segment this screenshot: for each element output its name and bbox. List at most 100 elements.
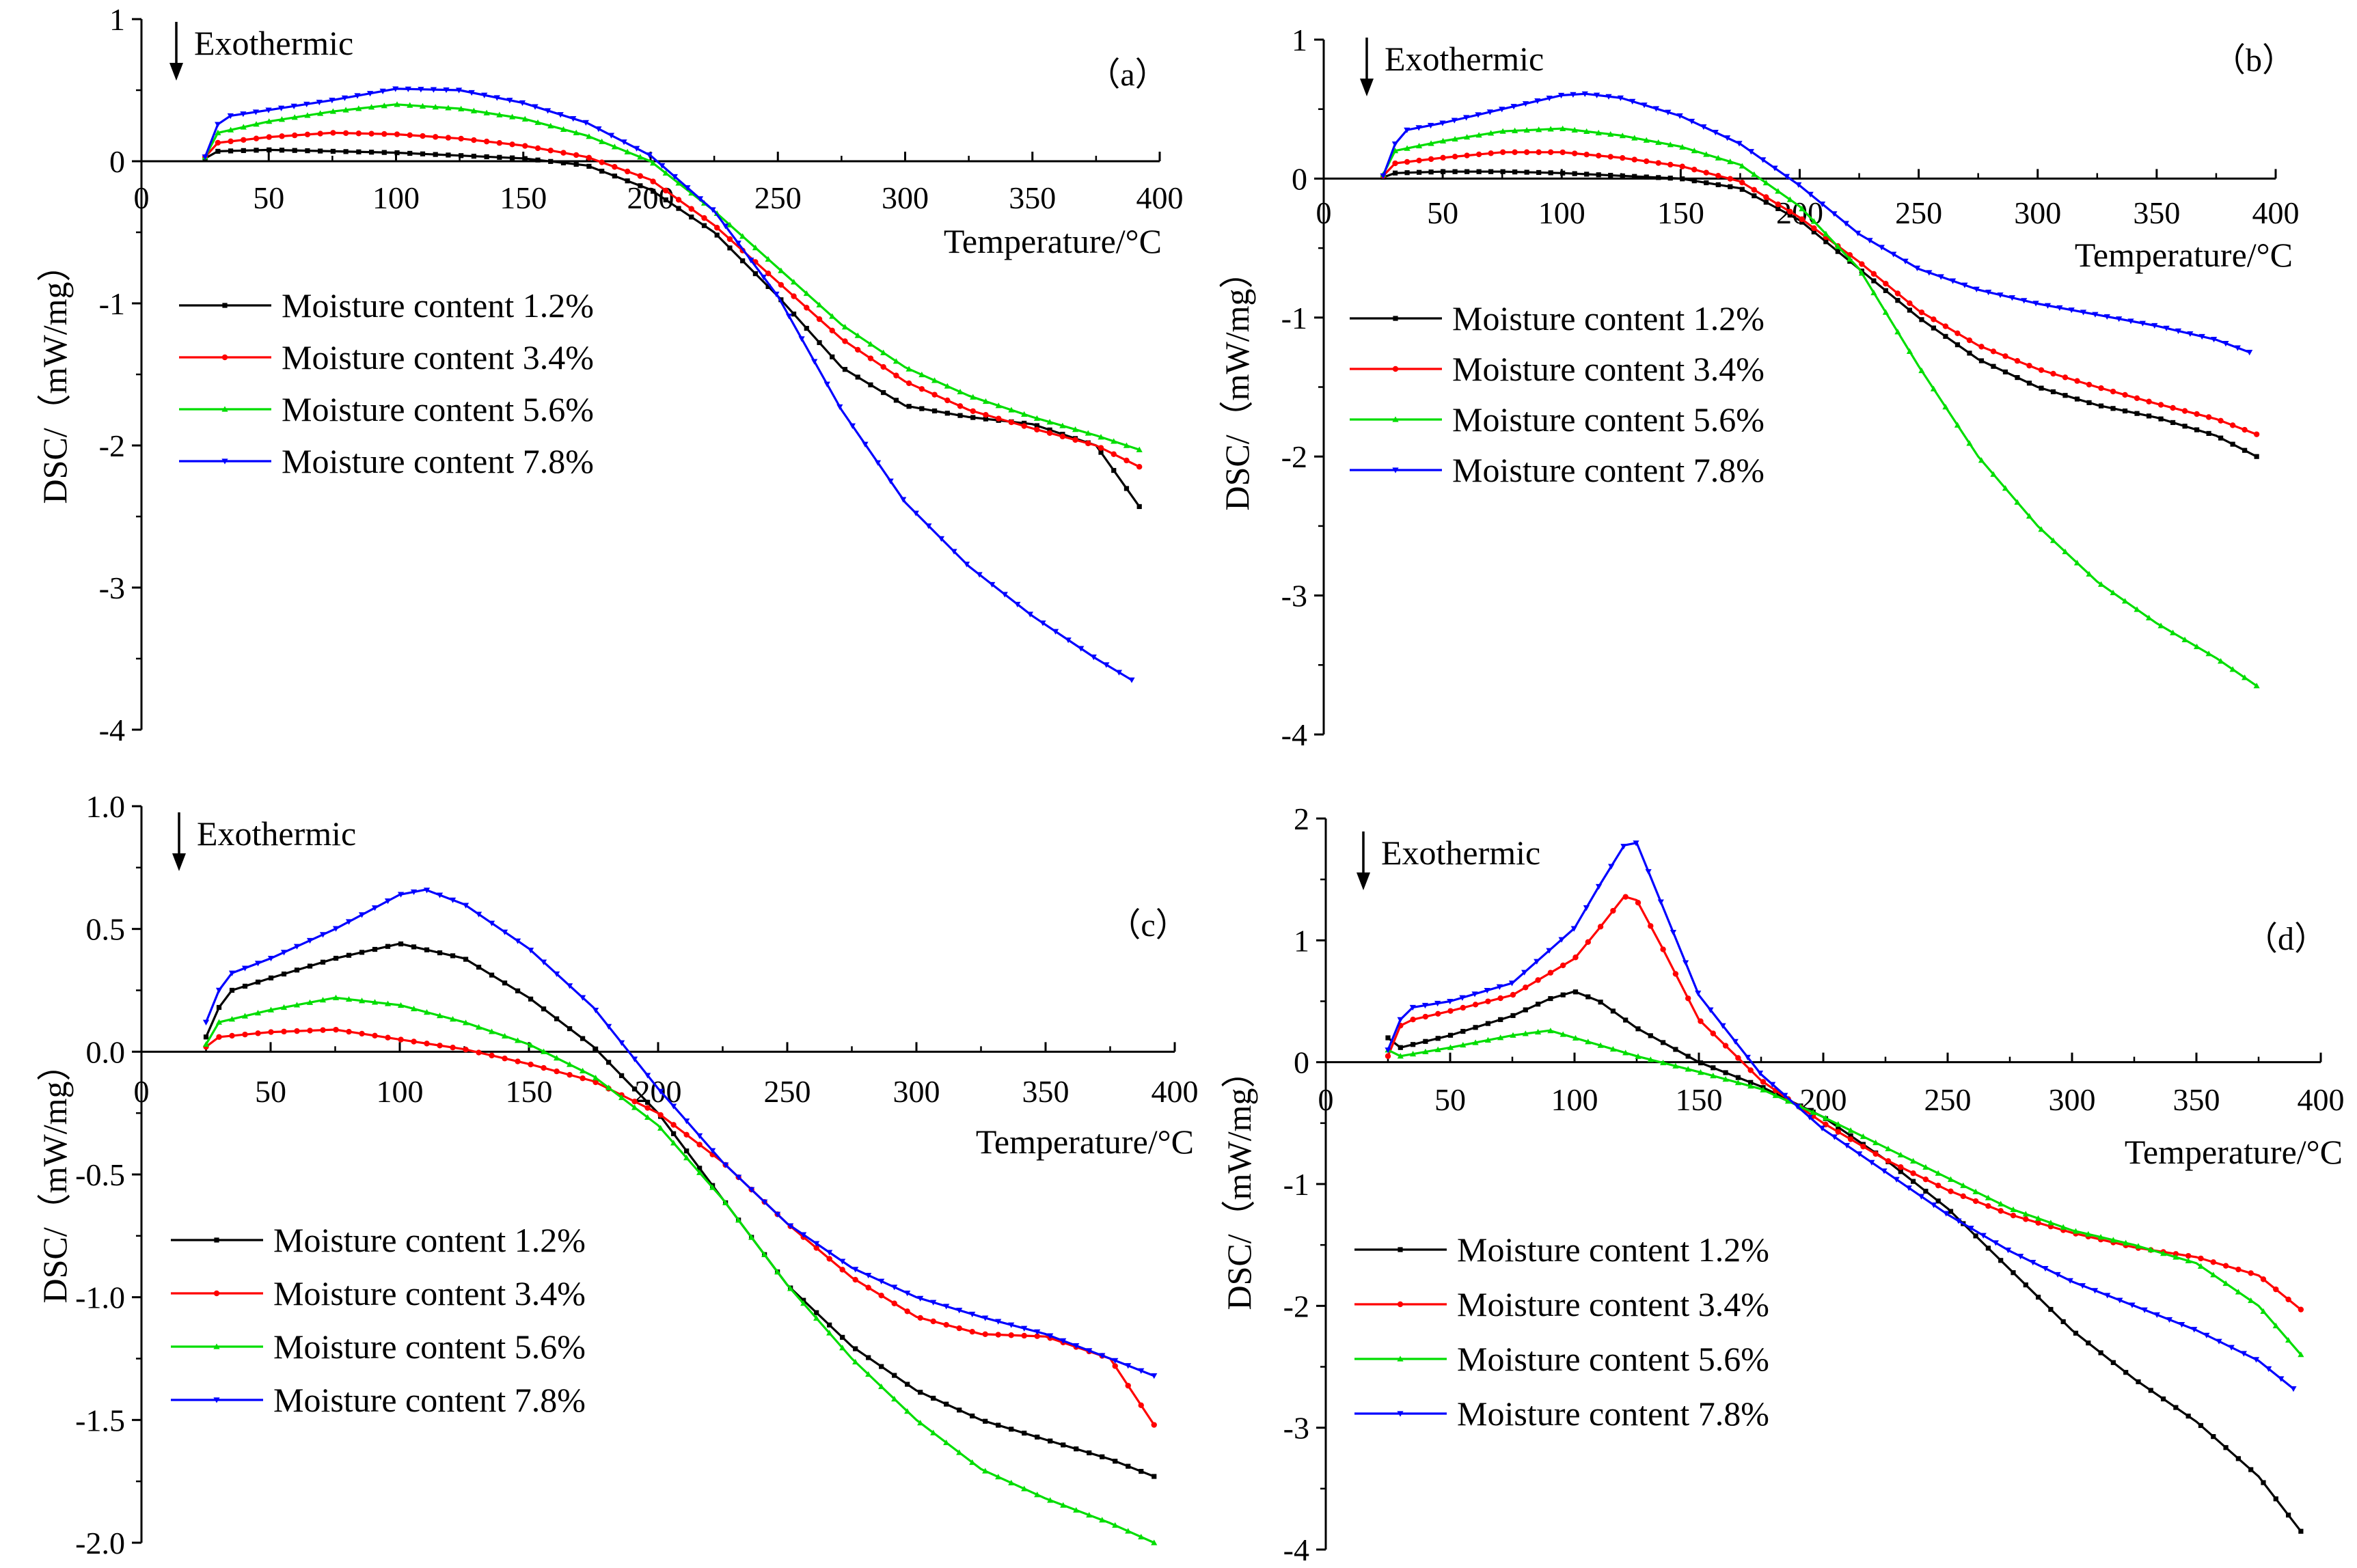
data-point: [1823, 239, 1829, 245]
data-point: [586, 163, 592, 169]
data-point: [726, 236, 733, 243]
legend-entry: Moisture content 1.2%: [1457, 1230, 1769, 1269]
data-point: [1655, 139, 1662, 146]
data-point: [1488, 169, 1494, 174]
data-point: [228, 138, 234, 145]
data-point: [1985, 1202, 1991, 1209]
data-point: [483, 109, 490, 115]
data-point: [502, 980, 508, 986]
data-point: [1648, 923, 1654, 929]
data-point: [2039, 385, 2044, 391]
data-point: [1998, 1258, 2004, 1263]
data-point: [970, 394, 977, 400]
data-point: [2014, 499, 2021, 505]
data-point: [1978, 344, 1985, 350]
legend-marker: [1392, 366, 1399, 372]
data-point: [1871, 278, 1877, 284]
data-point: [471, 137, 477, 143]
data-point: [1111, 438, 1117, 444]
data-point: [1943, 333, 1948, 339]
data-point: [1954, 330, 1961, 337]
data-point: [696, 196, 704, 202]
data-point: [2021, 298, 2028, 304]
data-point: [215, 122, 221, 128]
data-point: [760, 275, 767, 281]
data-point: [2098, 385, 2104, 391]
data-point: [450, 953, 456, 959]
data-point: [1843, 1142, 1851, 1149]
data-point: [381, 150, 387, 155]
data-point: [735, 1174, 742, 1181]
data-point: [423, 888, 431, 894]
data-point: [1398, 1045, 1403, 1050]
data-point: [1521, 969, 1528, 976]
data-point: [1021, 1325, 1028, 1332]
data-point: [456, 87, 463, 94]
series-3: [1380, 125, 2260, 689]
data-point: [650, 189, 656, 194]
data-point: [854, 332, 861, 338]
data-point: [995, 402, 1002, 409]
data-point: [689, 215, 694, 220]
data-point: [867, 355, 874, 361]
data-point: [240, 111, 247, 118]
data-point: [912, 510, 919, 517]
data-point: [1033, 415, 1040, 421]
data-point: [1727, 176, 1733, 182]
data-point: [1099, 1517, 1106, 1523]
data-point: [2141, 1307, 2148, 1313]
data-point: [2044, 303, 2052, 309]
data-point: [2210, 1271, 2217, 1278]
data-point: [1126, 1463, 1131, 1469]
data-point: [560, 150, 567, 156]
data-point: [266, 118, 273, 124]
data-point: [2129, 1302, 2136, 1308]
x-tick-label: 400: [1136, 180, 1184, 215]
data-point: [1598, 1000, 1603, 1005]
x-tick-label: 50: [1427, 195, 1458, 230]
data-point: [1898, 1169, 1903, 1174]
data-point: [1571, 150, 1578, 156]
data-point: [241, 1013, 249, 1019]
data-point: [1464, 169, 1470, 174]
data-point: [2222, 341, 2229, 347]
data-point: [1860, 1143, 1866, 1150]
data-point: [2103, 314, 2110, 320]
data-point: [317, 110, 324, 116]
data-point: [1392, 170, 1398, 176]
data-point: [1073, 1343, 1080, 1349]
data-point: [1723, 1070, 1728, 1075]
legend-entry: Moisture content 7.8%: [282, 442, 594, 480]
data-point: [765, 270, 772, 277]
data-point: [862, 441, 869, 448]
data-point: [1885, 1158, 1892, 1164]
data-point: [931, 391, 938, 398]
data-point: [1595, 883, 1603, 890]
data-point: [580, 995, 586, 1001]
data-point: [2185, 1252, 2192, 1259]
data-point: [1756, 1070, 1764, 1077]
data-point: [1546, 948, 1553, 954]
data-point: [1008, 419, 1015, 426]
data-point: [2110, 1237, 2116, 1243]
data-point: [2146, 398, 2152, 404]
data-point: [649, 160, 657, 166]
data-point: [1139, 1468, 1144, 1474]
data-point: [1009, 1427, 1014, 1432]
data-point: [1085, 430, 1091, 436]
data-point: [1644, 158, 1650, 165]
data-point: [1676, 113, 1683, 120]
data-point: [865, 1371, 872, 1377]
data-point: [1472, 1039, 1479, 1045]
data-point: [1572, 954, 1579, 961]
data-point: [1008, 1479, 1015, 1485]
data-point: [242, 1031, 248, 1038]
data-point: [1440, 154, 1446, 161]
data-point: [2191, 1327, 2198, 1333]
data-point: [371, 999, 379, 1005]
data-point: [2104, 1293, 2111, 1299]
data-point: [1769, 1082, 1776, 1088]
data-point: [519, 100, 526, 107]
data-point: [2153, 1312, 2160, 1318]
data-point: [488, 920, 495, 926]
